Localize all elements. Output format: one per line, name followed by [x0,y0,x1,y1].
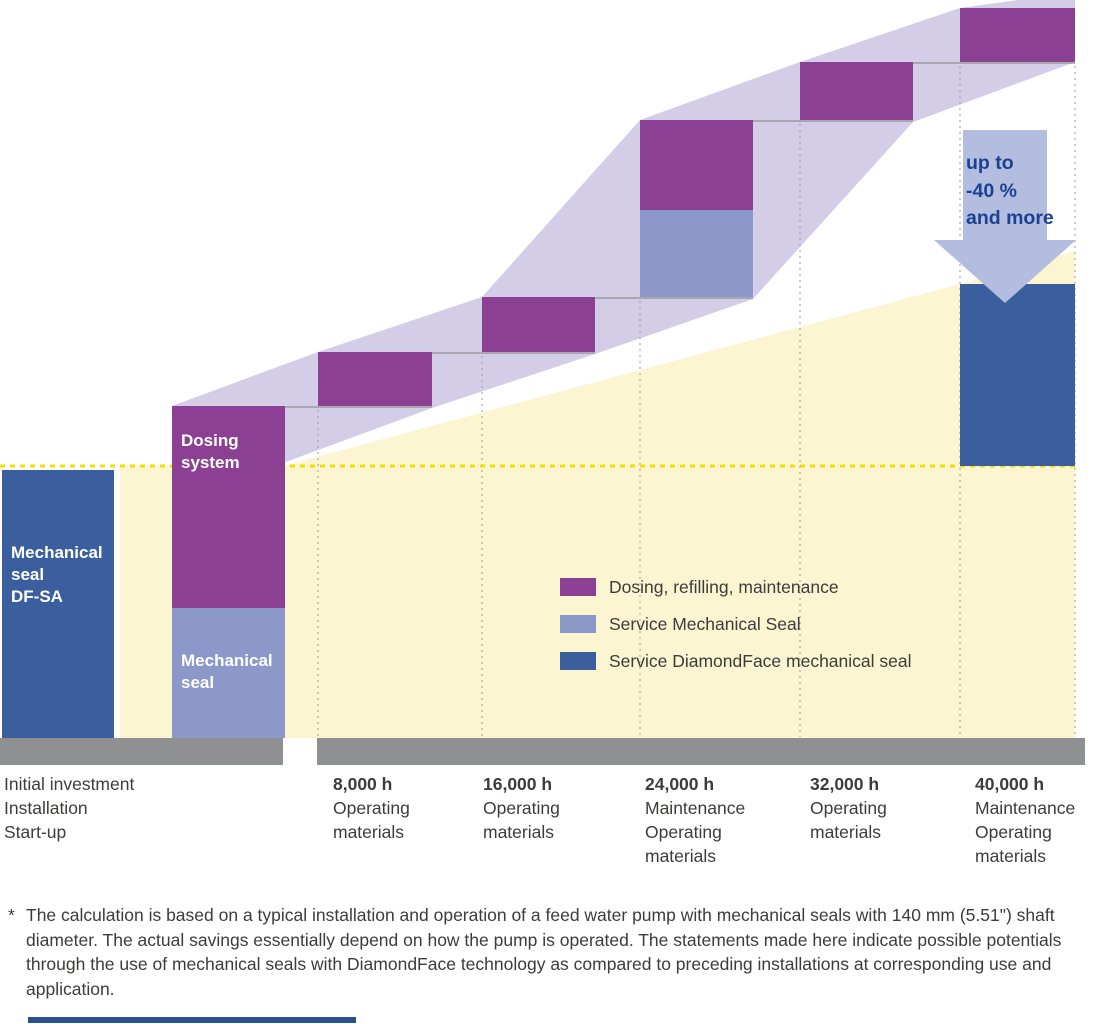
x-label-hours: 8,000 h [333,774,393,794]
chart-canvas [0,0,1076,738]
bar-label-line: system [181,453,240,473]
bar-mechanical-seal-initial: Mechanical seal [172,608,285,738]
bar-dosing-system: Dosing system [172,406,285,608]
savings-annotation-line: up to [966,152,1014,174]
bar-24000h-dosing [640,120,753,210]
x-label-line: Maintenance [645,798,746,819]
x-label-line: Operating [483,798,560,819]
bar-label: Dosing system [172,406,285,474]
x-label-hours: 24,000 h [645,774,715,794]
bar-label: Mechanical seal DF-SA [2,470,114,608]
legend-item: Service Mechanical Seal [560,613,912,634]
footnote-text: The calculation is based on a typical in… [26,905,1062,999]
footnote: * The calculation is based on a typical … [8,903,1090,1001]
legend-item: Dosing, refilling, maintenance [560,576,912,597]
vertical-guides [317,66,1076,737]
x-label-line: Maintenance [975,798,1076,819]
diamondface-cost-area [120,251,1075,738]
legend-swatch-blue [560,652,596,670]
x-label-initial: Initial investment Installation Start-up [4,772,134,844]
bar-label-line: Mechanical [11,543,103,562]
x-label-hours: 40,000 h [975,774,1045,794]
bar-label-line: DF-SA [11,587,63,607]
step-lines [283,62,1075,408]
savings-annotation: up to -40 % and more [966,150,1054,233]
x-label-line: Operating [645,822,722,843]
x-label-40000h: 40,000 h Maintenance Operating materials [975,772,1075,869]
x-label-line: Initial investment [4,774,135,794]
legend-label: Service Mechanical Seal [609,613,801,634]
x-label-hours: 32,000 h [810,774,880,794]
x-label-line: Installation [4,798,88,819]
bar-16000h-dosing [482,297,595,352]
x-label-32000h: 32,000 h Operating materials [810,772,887,844]
x-label-line: materials [975,846,1046,867]
legend-label: Service DiamondFace mechanical seal [609,650,912,671]
x-label-line: Operating [975,822,1052,843]
x-label-line: materials [645,846,716,867]
bottom-divider [28,1017,356,1023]
x-label-line: materials [333,822,404,843]
bar-8000h-dosing [318,352,432,406]
x-label-line: Operating [333,798,410,819]
savings-annotation-line: and more [966,207,1054,230]
legend-label: Dosing, refilling, maintenance [609,576,839,597]
baseline-right-segment [317,738,1085,765]
x-label-line: materials [810,822,881,843]
bar-label-line: seal [11,565,45,585]
bar-df-sa-initial: Mechanical seal DF-SA [2,470,114,738]
x-label-16000h: 16,000 h Operating materials [483,772,560,844]
x-label-line: materials [483,822,554,843]
legend-swatch-periwinkle [560,615,596,633]
x-label-8000h: 8,000 h Operating materials [333,772,410,844]
bar-label-line: Dosing [181,431,239,450]
bar-32000h-dosing [800,62,913,120]
bar-label-line: Mechanical [181,651,273,670]
bar-label: Mechanical seal [172,608,285,694]
bar-24000h-service-seal [640,210,753,297]
x-label-line: Operating [810,798,887,819]
x-label-24000h: 24,000 h Maintenance Operating materials [645,772,745,869]
x-label-line: Start-up [4,822,67,843]
savings-annotation-line: -40 % [966,179,1017,202]
baseline-left-segment [0,738,283,765]
legend-swatch-purple [560,578,596,596]
legend: Dosing, refilling, maintenance Service M… [560,576,912,689]
bar-40000h-dosing [960,8,1075,62]
legend-item: Service DiamondFace mechanical seal [560,650,912,671]
bar-40000h-diamondface-service [960,284,1075,466]
footnote-asterisk: * [8,905,15,925]
bar-label-line: seal [181,673,215,693]
x-label-hours: 16,000 h [483,774,553,794]
